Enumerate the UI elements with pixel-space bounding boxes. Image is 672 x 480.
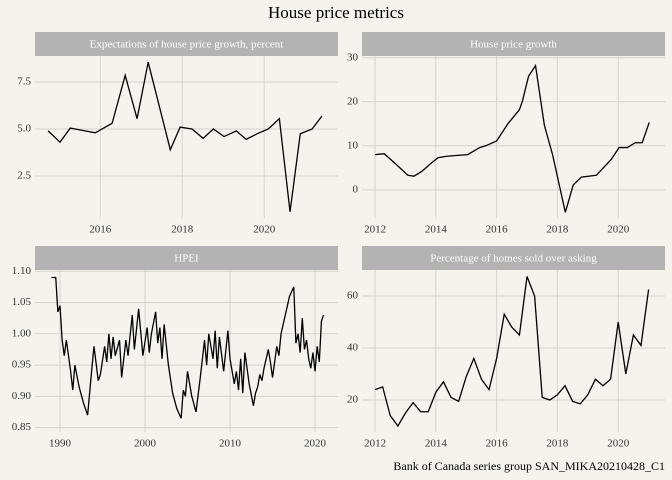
y-tick-label: 0	[353, 183, 359, 195]
y-tick-label: 20	[347, 394, 359, 406]
x-tick-label: 1990	[49, 438, 72, 450]
panel-title: Expectations of house price growth, perc…	[90, 39, 284, 51]
x-tick-label: 2020	[253, 224, 276, 236]
caption: Bank of Canada series group SAN_MIKA2021…	[393, 459, 665, 473]
y-tick-label: 60	[347, 290, 359, 302]
y-tick-label: 30	[347, 51, 359, 63]
strip	[362, 32, 665, 56]
y-tick-label: 5.0	[17, 123, 31, 135]
y-tick-label: 0.85	[12, 421, 32, 433]
y-tick-label: 1.05	[12, 296, 32, 308]
x-tick-label: 2012	[364, 224, 386, 236]
x-tick-label: 2014	[425, 438, 448, 450]
panel-title: House price growth	[470, 39, 557, 51]
y-tick-label: 20	[347, 95, 359, 107]
panel-title: Percentage of homes sold over asking	[430, 253, 597, 265]
line	[374, 276, 650, 428]
x-tick-label: 2018	[171, 224, 194, 236]
x-tick-label: 2016	[486, 224, 509, 236]
strip	[35, 246, 338, 270]
line	[375, 63, 650, 213]
x-tick-label: 2020	[607, 224, 630, 236]
line	[51, 276, 325, 419]
y-tick-label: 1.00	[12, 327, 32, 339]
x-tick-label: 2010	[219, 438, 242, 450]
y-tick-label: 10	[347, 139, 359, 151]
x-tick-label: 2018	[546, 438, 569, 450]
strip	[35, 32, 338, 56]
x-tick-label: 2000	[134, 438, 157, 450]
x-tick-label: 2020	[607, 438, 630, 450]
chart-title: House price metrics	[268, 3, 404, 22]
y-tick-label: 0.95	[12, 359, 32, 371]
y-tick-label: 0.90	[12, 390, 32, 402]
line	[47, 62, 323, 212]
x-tick-label: 2014	[425, 224, 448, 236]
x-tick-label: 2018	[546, 224, 569, 236]
x-tick-label: 2016	[89, 224, 112, 236]
y-tick-label: 1.10	[12, 265, 32, 277]
strip	[362, 246, 665, 270]
y-tick-label: 40	[347, 342, 359, 354]
x-tick-label: 2016	[486, 438, 509, 450]
y-tick-label: 2.5	[17, 170, 31, 182]
panel-title: HPEI	[174, 253, 199, 265]
y-tick-label: 7.5	[17, 75, 31, 87]
x-tick-label: 2020	[304, 438, 327, 450]
x-tick-label: 2012	[364, 438, 386, 450]
